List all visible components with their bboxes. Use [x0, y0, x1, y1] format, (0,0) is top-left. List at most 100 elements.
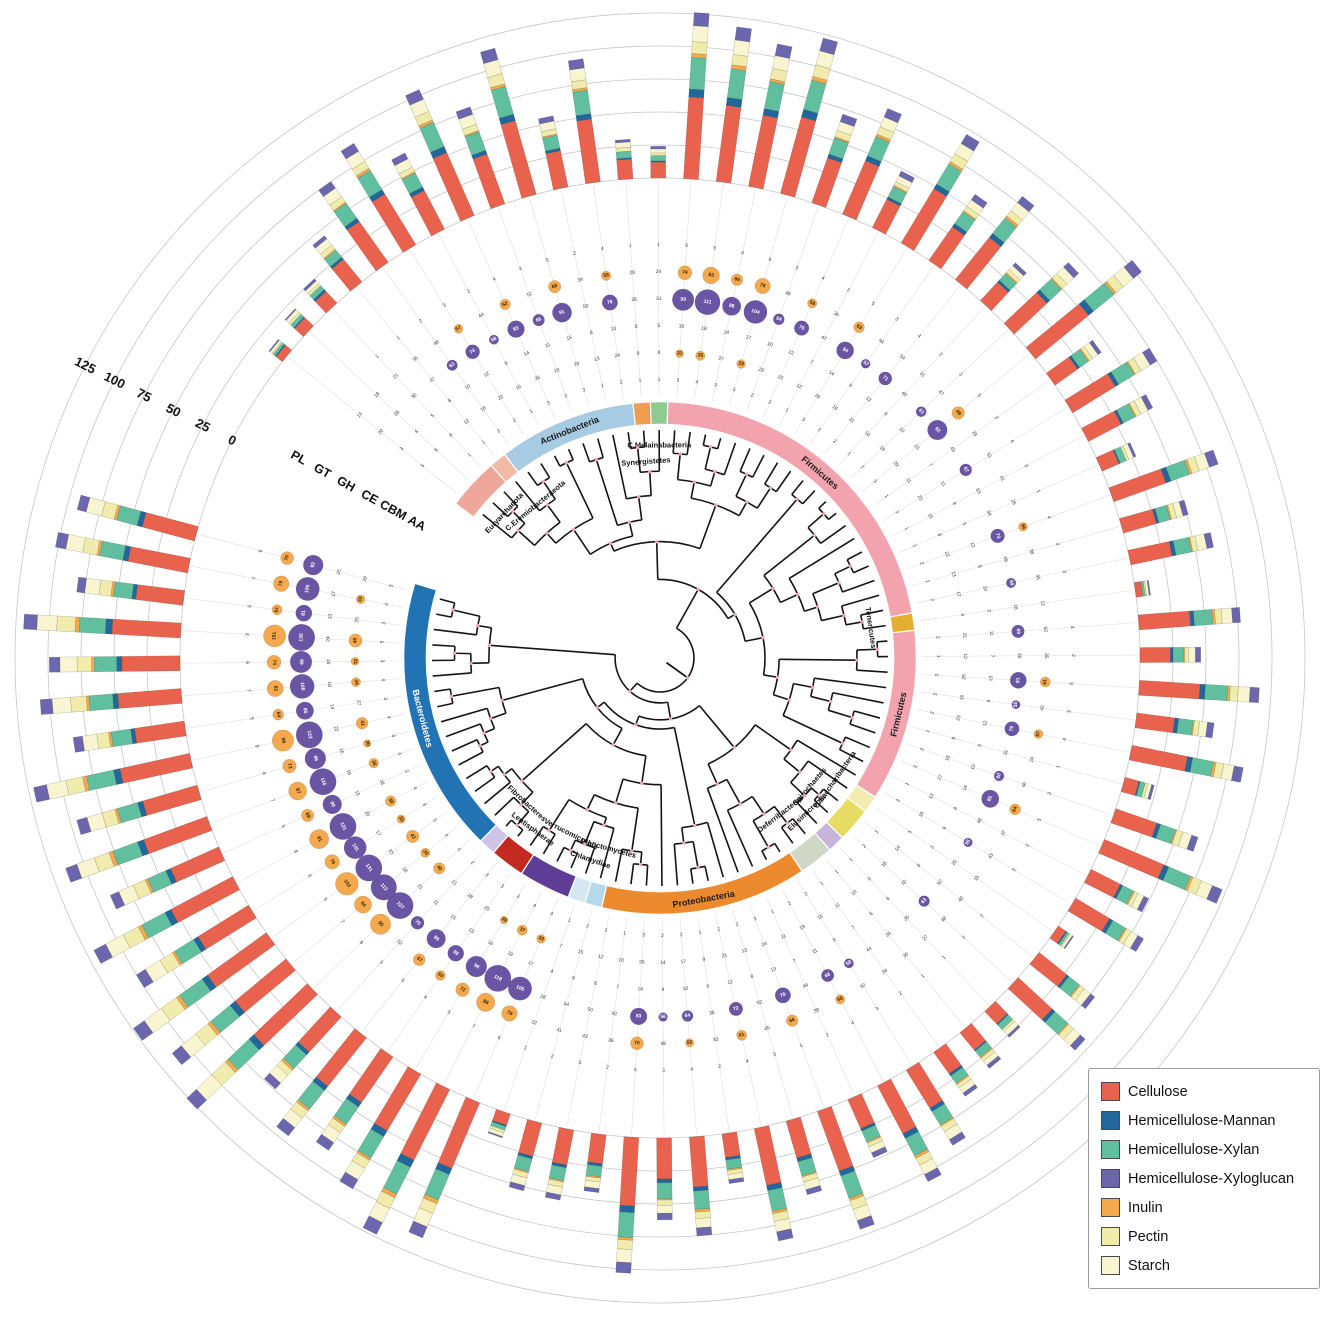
cazyme-count: 10	[900, 879, 908, 887]
cazyme-count: 69	[1015, 628, 1021, 634]
cazyme-count: 44	[478, 312, 486, 320]
cazyme-count: 17	[680, 959, 686, 965]
bar-segment	[615, 1261, 632, 1274]
cazyme-count: 34	[881, 967, 889, 975]
bar-segment	[76, 656, 92, 673]
bar-segment	[727, 68, 747, 100]
cazyme-count: 9	[504, 360, 509, 367]
bar-segment	[65, 776, 86, 796]
cazyme-count: 4	[601, 246, 605, 252]
bar-segment	[143, 816, 213, 854]
cazyme-count: 135	[298, 633, 304, 642]
cazyme-bubble	[786, 1014, 799, 1027]
bar-segment	[55, 532, 69, 550]
tree-node-dot	[714, 503, 718, 507]
cazyme-bubble	[301, 809, 314, 822]
tree-node-dot	[602, 823, 606, 827]
tree-branch	[707, 763, 719, 785]
tree-branch	[751, 454, 765, 478]
stacked-bar	[1029, 952, 1096, 1009]
cazyme-count: 78	[607, 299, 614, 306]
cazyme-count: 22	[943, 551, 951, 558]
cazyme-count: 20	[951, 859, 959, 867]
cazyme-count: 23	[777, 374, 785, 382]
tree-branch	[520, 791, 534, 806]
cazyme-count: 80	[452, 949, 460, 957]
tree-branch	[490, 712, 507, 720]
bar-segment	[656, 1137, 673, 1180]
stacked-bar	[76, 494, 199, 542]
cazyme-bubble	[1033, 729, 1044, 739]
bar-segment	[391, 152, 409, 166]
tree-node-dot	[696, 587, 700, 592]
cazyme-count: 24	[325, 636, 331, 642]
cazyme-count: 39	[885, 931, 893, 939]
stacked-bar	[933, 1043, 978, 1097]
axis-tick-label: 25	[193, 415, 213, 435]
cazyme-count: 11	[988, 631, 994, 637]
leaf-spoke	[534, 910, 592, 1120]
cazyme-count: 3	[1011, 867, 1018, 873]
cazyme-bubble	[516, 924, 528, 936]
leaf-spoke	[732, 909, 793, 1118]
cazyme-count: 2	[979, 913, 986, 919]
axis-tick-label: 50	[164, 400, 184, 420]
leaf-spoke	[797, 880, 912, 1065]
stacked-bar	[1098, 839, 1223, 904]
bar-segment	[327, 1117, 346, 1134]
cazyme-count: 1	[784, 407, 789, 414]
tree-branch	[689, 868, 694, 884]
cazyme-count: 37	[1000, 829, 1008, 837]
tree-branch	[521, 723, 587, 782]
cazyme-bubble	[351, 677, 361, 687]
cazyme-count: 38	[387, 797, 395, 805]
cazyme-count: 47	[820, 335, 828, 343]
bar-segment	[1186, 456, 1200, 474]
leaf-spoke	[357, 287, 495, 456]
cazyme-bubble	[501, 1005, 518, 1022]
cazyme-bubble	[295, 604, 313, 622]
tree-branch	[780, 826, 794, 844]
stacked-bar	[1137, 607, 1241, 631]
stacked-bar	[487, 1109, 511, 1139]
cazyme-bubble	[295, 721, 323, 749]
tree-node-dot	[636, 495, 641, 499]
cazyme-count: 5	[545, 257, 550, 264]
cazyme-count: 16	[325, 659, 331, 665]
tree-branch	[812, 581, 840, 595]
cazyme-count: 72	[733, 1005, 740, 1012]
cazyme-count: 20	[916, 494, 924, 502]
cazyme-count: 12	[463, 418, 471, 426]
legend-swatch	[1101, 1169, 1120, 1188]
stacked-bar	[455, 106, 506, 210]
tree-node-dot	[802, 793, 807, 798]
stacked-bar	[615, 1136, 640, 1274]
bar-segment	[1206, 885, 1223, 904]
cazyme-count: 21	[847, 416, 855, 424]
tree-node-dot	[696, 866, 700, 870]
cazyme-count: 2	[735, 922, 740, 929]
cazyme-count: 61	[917, 408, 925, 416]
cazyme-count: 18	[479, 405, 487, 413]
cazyme-count: 1	[770, 909, 775, 916]
bar-segment	[248, 1034, 265, 1051]
tree-node-dot	[648, 469, 652, 474]
tree-branch	[780, 593, 799, 604]
bar-segment	[110, 728, 133, 747]
bar-segment	[1136, 895, 1149, 913]
cazyme-bubble	[507, 320, 525, 338]
cazyme-count: 46	[1021, 781, 1029, 788]
cazyme-count: 1	[523, 1045, 528, 1052]
cazyme-bubble	[288, 624, 315, 651]
cazyme-count: 66	[734, 276, 741, 283]
tree-branch	[821, 614, 845, 622]
cazyme-count: 7	[471, 1023, 476, 1030]
cazyme-count: 19	[345, 769, 353, 776]
cazyme-count: 42	[611, 1011, 617, 1018]
cazyme-count: 85	[302, 708, 309, 715]
cazyme-bubble	[420, 847, 431, 858]
cazyme-count: 2	[604, 927, 608, 933]
leaf-spoke	[921, 654, 1138, 657]
cazyme-count: 8	[976, 564, 983, 569]
tree-node-dot	[655, 539, 659, 544]
